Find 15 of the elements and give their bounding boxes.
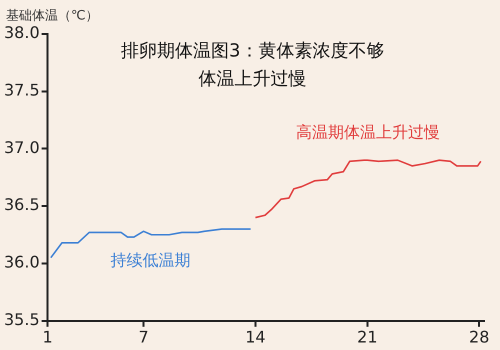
x-tick-label: 14 (245, 328, 266, 347)
x-tick-label: 28 (469, 328, 490, 347)
y-tick-label: 36.5 (4, 195, 40, 214)
y-tick-label: 38.0 (4, 23, 40, 42)
series-label: 高温期体温上升过慢 (296, 122, 440, 142)
y-tick-label: 37.0 (4, 138, 40, 157)
y-tick-label: 37.5 (4, 80, 40, 100)
y-tick-label: 35.5 (4, 310, 40, 329)
x-tick-label: 1 (42, 328, 53, 347)
text: 排卵期体温图3：黄体素浓度不够体温上升过慢 (120, 40, 384, 90)
series-label: 持续低温期 (110, 250, 191, 270)
y-axis-title: 基础体温（℃） (6, 8, 99, 24)
x-tick-label: 7 (138, 328, 149, 347)
y-tick-label: 36.0 (4, 252, 40, 272)
x-tick-label: 21 (357, 328, 378, 347)
